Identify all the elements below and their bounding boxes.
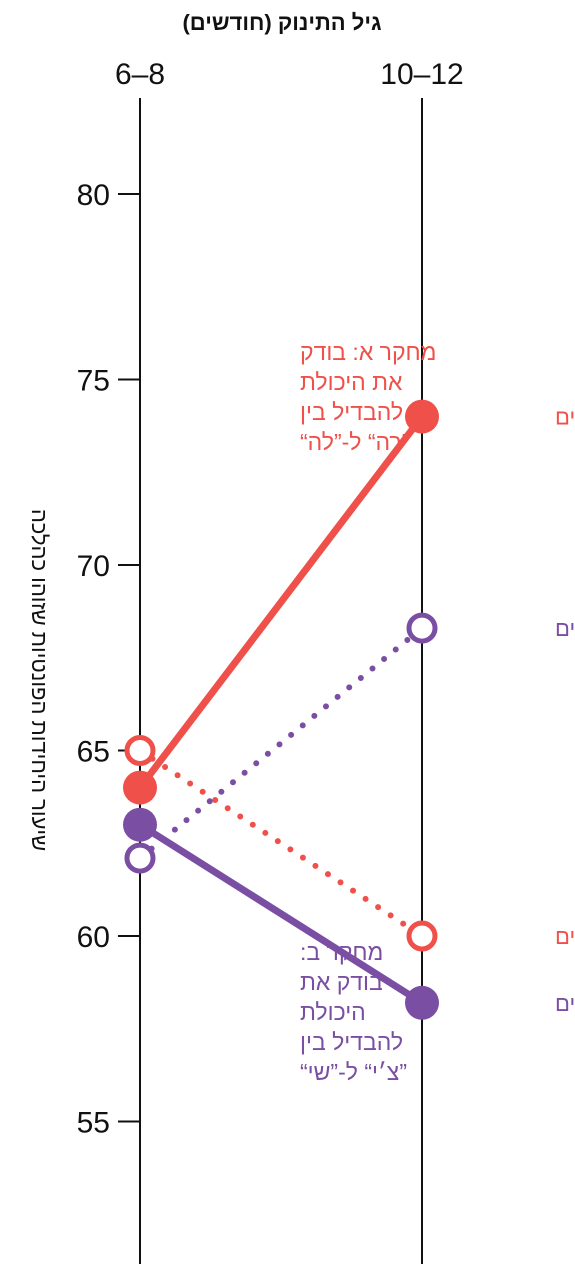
data-point	[123, 770, 157, 805]
data-point	[405, 985, 439, 1020]
annotation-line: להבדיל בין	[300, 1029, 403, 1055]
series-line	[136, 413, 426, 792]
y-tick-label: 80	[77, 179, 110, 212]
series-label: יפניים	[555, 924, 575, 949]
series-label: אמריקניים	[555, 405, 575, 430]
annotation-line: מחקר א: בודק	[300, 339, 436, 365]
data-point	[406, 612, 438, 644]
series-label: טייוואניים	[555, 616, 575, 641]
y-tick-label: 60	[77, 921, 110, 954]
series-lines	[136, 413, 426, 1007]
annotation-line: את היכולת	[300, 369, 403, 395]
x-tick-label: 6–8	[115, 58, 165, 91]
series-markers	[123, 399, 439, 1020]
y-tick-label: 75	[77, 365, 110, 398]
annotation-line: ”רה“ ל-”לה“	[300, 429, 409, 455]
y-axis-title: שיעור היחידות הפונטיות שזוהו כהלכה	[27, 509, 52, 851]
annotation-line: להבדיל בין	[300, 399, 403, 425]
series-line	[136, 821, 426, 1007]
series-line	[137, 625, 425, 862]
data-point	[405, 399, 439, 434]
data-point	[123, 807, 157, 842]
series-label: אמריקניים	[555, 991, 575, 1016]
x-axis-title: גיל התינוק (חודשים)	[182, 10, 381, 35]
y-tick-label: 65	[77, 736, 110, 769]
axes: 6–8 10–12 55 60 65 70 75 80	[77, 58, 464, 1264]
series-line	[137, 747, 425, 939]
annotation-line: היכולת	[300, 999, 366, 1025]
y-tick-label: 55	[77, 1107, 110, 1140]
data-point	[124, 842, 156, 874]
series-labels: אמריקניים יפניים טייוואניים אמריקניים	[555, 405, 575, 1016]
x-tick-label: 10–12	[380, 58, 463, 91]
annotations: מחקר א: בודק את היכולת להבדיל בין ”רה“ ל-”ל…	[300, 339, 436, 1085]
y-tick-label: 70	[77, 550, 110, 583]
data-point	[124, 735, 156, 766]
annotation-line: ”צ׳י“ ל-”שי“	[300, 1059, 407, 1085]
data-point	[406, 920, 438, 952]
